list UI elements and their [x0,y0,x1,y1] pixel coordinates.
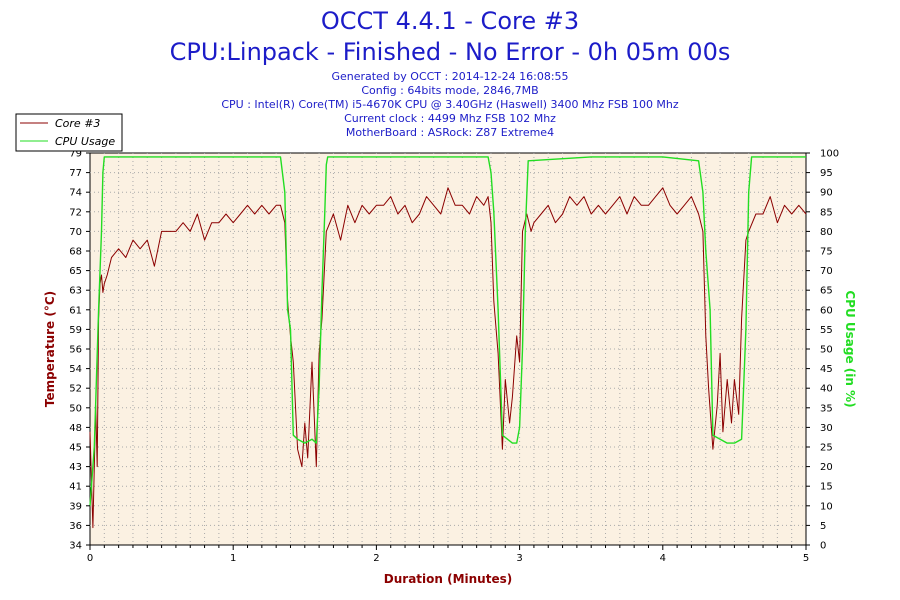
chart-subtitle: CPU:Linpack - Finished - No Error - 0h 0… [170,38,731,66]
y-tick-label: 43 [69,462,82,473]
y2-tick-label: 50 [820,345,833,356]
y2-tick-label: 35 [820,403,833,414]
y-tick-label: 34 [69,541,82,552]
y2-tick-label: 60 [820,305,833,316]
series-layer [89,156,807,529]
y-tick-label: 59 [69,325,82,336]
x-tick-label: 2 [373,553,379,564]
y2-tick-label: 40 [820,384,833,395]
chart-title: OCCT 4.4.1 - Core #3 [321,7,579,35]
x-tick-label: 3 [516,553,522,564]
y2-tick-label: 25 [820,443,833,454]
y2-tick-label: 95 [820,168,833,179]
y-tick-label: 50 [69,403,82,414]
y-tick-label: 68 [69,247,82,258]
y2-tick-label: 100 [820,149,839,160]
y-tick-label: 41 [69,482,82,493]
y-tick-label: 70 [69,227,82,238]
y-tick-label: 77 [69,168,82,179]
info-generated: Generated by OCCT : 2014-12-24 16:08:55 [331,70,568,83]
series-line-core3 [89,187,807,529]
y2-tick-label: 0 [820,541,826,552]
y-tick-label: 72 [69,207,82,218]
y-tick-label: 56 [69,345,82,356]
y2-tick-label: 75 [820,247,833,258]
y-tick-label: 45 [69,443,82,454]
legend: Core #3 CPU Usage [15,113,123,152]
info-motherboard: MotherBoard : ASRock: Z87 Extreme4 [346,126,554,139]
info-clock: Current clock : 4499 Mhz FSB 102 Mhz [344,112,556,125]
y-tick-label: 39 [69,501,82,512]
y-tick-label: 65 [69,266,82,277]
y-axis-title: Temperature (°C) [43,291,57,407]
y2-tick-label: 90 [820,188,833,199]
info-cpu: CPU : Intel(R) Core(TM) i5-4670K CPU @ 3… [221,98,679,111]
y2-tick-label: 65 [820,286,833,297]
y2-tick-label: 80 [820,227,833,238]
y2-tick-label: 70 [820,266,833,277]
info-block: Generated by OCCT : 2014-12-24 16:08:55 … [221,70,679,139]
x-tick-label: 4 [660,553,666,564]
y2-axis-title: CPU Usage (in %) [843,290,857,407]
x-tick-label: 1 [230,553,236,564]
series-line-cpu-usage [89,156,806,506]
y-tick-label: 52 [69,384,82,395]
x-axis-title: Duration (Minutes) [384,572,512,586]
legend-box [15,113,123,152]
y-tick-label: 63 [69,286,82,297]
y-tick-label: 74 [69,188,82,199]
y2-tick-label: 55 [820,325,833,336]
y-tick-label: 79 [69,149,82,160]
legend-label-core: Core #3 [55,117,100,130]
y2-tick-label: 20 [820,462,833,473]
y2-tick-label: 5 [820,521,826,532]
x-tick-label: 5 [803,553,809,564]
y2-tick-label: 45 [820,364,833,375]
legend-label-cpu: CPU Usage [55,135,115,148]
y-tick-label: 36 [69,521,82,532]
info-config: Config : 64bits mode, 2846,7MB [361,84,538,97]
y2-tick-label: 85 [820,207,833,218]
y-tick-label: 54 [69,364,82,375]
x-tick-label: 0 [87,553,93,564]
axes: 3436394143454850525456596163656870727477… [69,149,839,565]
y-tick-label: 48 [69,423,82,434]
y-tick-label: 61 [69,305,82,316]
y2-tick-label: 15 [820,482,833,493]
y2-tick-label: 30 [820,423,833,434]
y2-tick-label: 10 [820,501,833,512]
grid [90,153,806,545]
